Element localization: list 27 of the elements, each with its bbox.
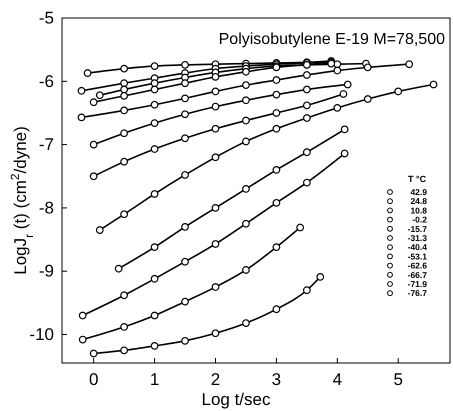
x-tick-label: 3 bbox=[272, 370, 282, 390]
legend-label: -66.7 bbox=[408, 270, 428, 280]
legend-label: -76.7 bbox=[408, 288, 428, 298]
x-axis-title: Log t/sec bbox=[202, 390, 271, 409]
y-tick-label: -7 bbox=[38, 135, 54, 154]
y-tick-label: -8 bbox=[38, 198, 54, 218]
legend-label: 10.8 bbox=[410, 205, 428, 216]
legend-label: -62.6 bbox=[408, 260, 428, 271]
x-tick-label: 2 bbox=[210, 370, 220, 390]
x-tick-label: 5 bbox=[393, 370, 403, 390]
legend-label: -31.3 bbox=[408, 233, 428, 243]
legend-label: -71.9 bbox=[408, 279, 428, 289]
legend-label: -53.1 bbox=[408, 251, 428, 262]
y-tick-label: -5 bbox=[38, 8, 54, 28]
y-tick-label: -10 bbox=[29, 324, 54, 344]
legend-label: -15.7 bbox=[408, 224, 428, 234]
legend-title: T °C bbox=[408, 174, 427, 184]
text: Polyisobutylene E-19 M=78,500 bbox=[218, 31, 446, 48]
legend-label: -40.4 bbox=[408, 242, 428, 252]
y-tick-label: -9 bbox=[38, 262, 54, 281]
legend-label: -0.2 bbox=[412, 214, 428, 225]
x-tick-label: 4 bbox=[332, 370, 342, 390]
legend-label: 42.9 bbox=[410, 187, 428, 197]
y-tick-label: -6 bbox=[38, 72, 54, 91]
legend-label: 24.8 bbox=[410, 196, 428, 206]
x-tick-label: 1 bbox=[150, 370, 160, 390]
x-tick-label: 0 bbox=[88, 370, 98, 390]
